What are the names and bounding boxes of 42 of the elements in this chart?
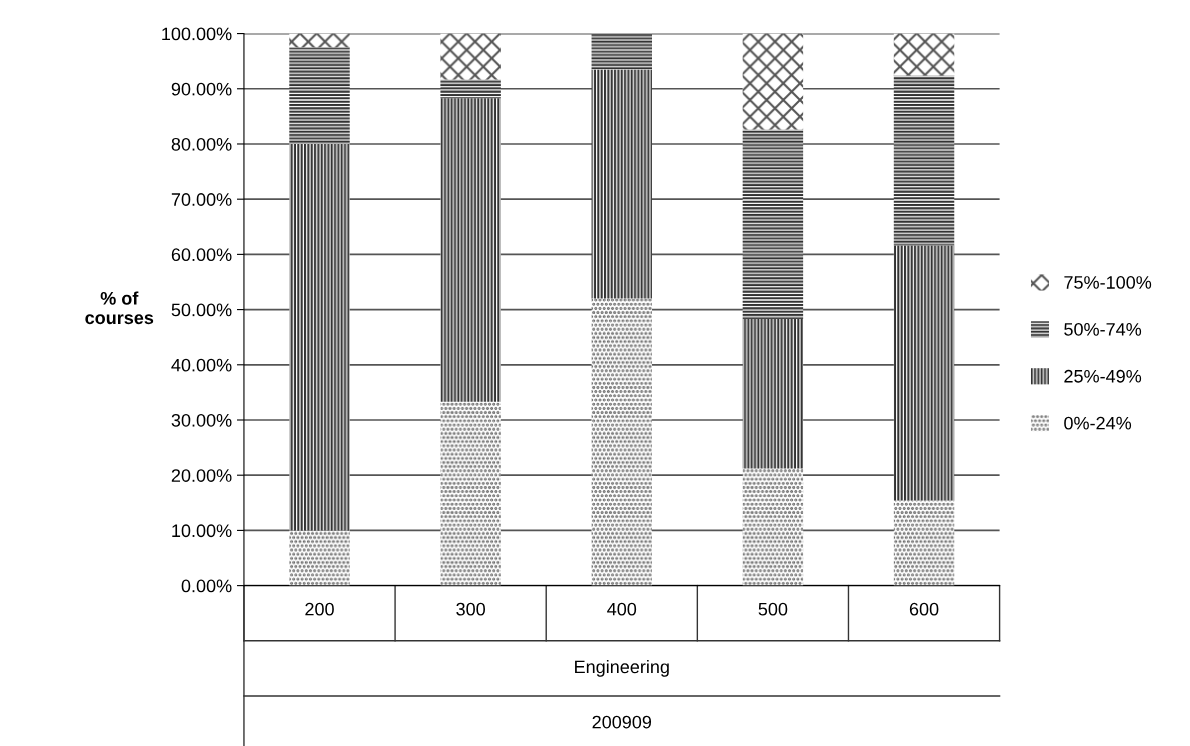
bar <box>742 468 804 586</box>
bar <box>289 143 350 531</box>
y-tick-label: 0.00% <box>181 579 232 593</box>
bar <box>591 33 652 70</box>
bar <box>591 298 652 586</box>
bar <box>742 129 804 319</box>
bar <box>742 33 804 130</box>
text: 200909 <box>592 715 652 729</box>
bar <box>440 33 501 80</box>
y-tick-label: 60.00% <box>171 248 232 262</box>
y-tick-label: 50.00% <box>171 303 232 317</box>
x-tick-label: 600 <box>909 602 939 616</box>
bar <box>742 318 804 469</box>
y-tick-label: 70.00% <box>171 193 232 206</box>
y-tick-label: 100.00% <box>162 27 232 41</box>
y-tick-label: 80.00% <box>171 137 232 151</box>
bar <box>440 79 501 99</box>
y-tick-label: 40.00% <box>171 358 232 372</box>
x-axis-title: Engineering <box>575 660 669 677</box>
x-tick-label: 500 <box>758 602 788 616</box>
y-tick-label: 10.00% <box>172 524 232 538</box>
y-tick-label: 90.00% <box>171 82 232 96</box>
bar <box>440 401 501 586</box>
legend-label: 0%-24% <box>1064 416 1132 430</box>
bar <box>893 500 955 586</box>
bar <box>289 530 350 586</box>
y-tick-label: 30.00% <box>171 413 232 427</box>
bar <box>289 33 350 48</box>
bar <box>440 98 501 402</box>
bar <box>591 69 652 299</box>
y-tick-label: 20.00% <box>171 469 232 482</box>
bar <box>289 47 350 144</box>
x-tick-label: 200 <box>305 602 334 616</box>
bar <box>893 245 955 501</box>
y-axis-title: % of courses <box>85 291 154 325</box>
x-tick-label: 400 <box>607 602 637 616</box>
bar <box>893 75 955 246</box>
legend-label: 25%-49% <box>1064 369 1142 383</box>
x-tick-label: 300 <box>456 602 485 616</box>
bar <box>893 33 955 76</box>
legend-label: 75%-100% <box>1064 276 1152 289</box>
legend-label: 50%-74% <box>1064 322 1142 336</box>
